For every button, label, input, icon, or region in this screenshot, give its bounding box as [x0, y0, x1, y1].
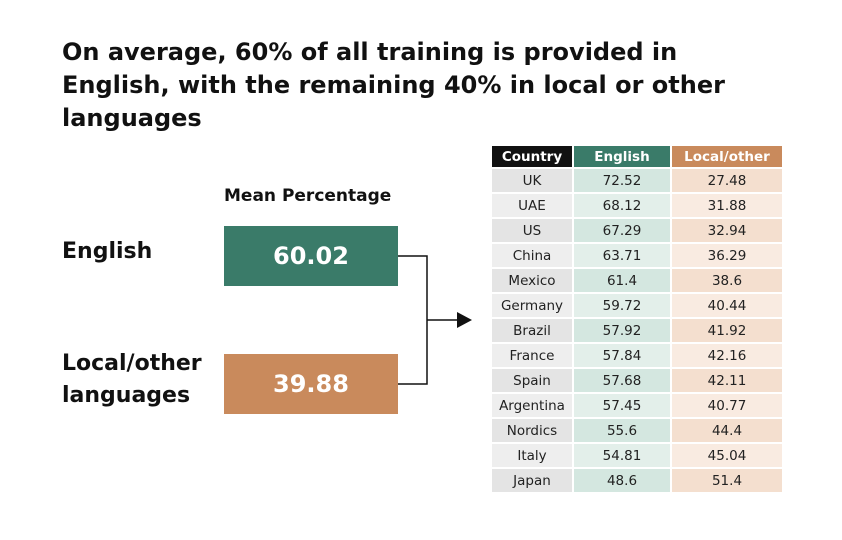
country: UAE — [492, 193, 574, 219]
table-value: 54.81 — [573, 443, 672, 469]
summary-value: 60.02 — [224, 226, 398, 286]
country: Japan — [492, 468, 574, 494]
table-row: China 63.71 36.29 — [492, 243, 784, 269]
table-value: 57.92 — [573, 318, 672, 344]
table-value: 68.12 — [573, 193, 672, 219]
summary-heading: Mean Percentage — [224, 186, 392, 206]
column-header: Country — [492, 146, 574, 169]
table-value: 51.4 — [671, 468, 784, 494]
table-value: 67.29 — [573, 218, 672, 244]
table-value: 48.6 — [573, 468, 672, 494]
country: Brazil — [492, 318, 574, 344]
country: Nordics — [492, 418, 574, 444]
table-value: 42.16 — [671, 343, 784, 369]
summary-value: 39.88 — [224, 354, 398, 414]
column-header: English — [573, 146, 672, 169]
table-row: Mexico 61.4 38.6 — [492, 268, 784, 294]
country: Italy — [492, 443, 574, 469]
table-value: 57.84 — [573, 343, 672, 369]
country: Spain — [492, 368, 574, 394]
summary-label: English — [62, 239, 153, 264]
table-value: 41.92 — [671, 318, 784, 344]
country: Argentina — [492, 393, 574, 419]
table-value: 27.48 — [671, 168, 784, 194]
table-row: Argentina 57.45 40.77 — [492, 393, 784, 419]
table-row: Japan 48.6 51.4 — [492, 468, 784, 494]
table-value: 63.71 — [573, 243, 672, 269]
summary-label: Local/other languages — [62, 351, 202, 408]
title: On average, 60% of all training is provi… — [62, 38, 725, 132]
country: Germany — [492, 293, 574, 319]
table-row: Italy 54.81 45.04 — [492, 443, 784, 469]
table-row: UAE 68.12 31.88 — [492, 193, 784, 219]
table-row: US 67.29 32.94 — [492, 218, 784, 244]
table-row: Brazil 57.92 41.92 — [492, 318, 784, 344]
table-value: 45.04 — [671, 443, 784, 469]
table-value: 61.4 — [573, 268, 672, 294]
table-value: 44.4 — [671, 418, 784, 444]
table: Country English Local/other UK 72.52 27.48 UA… — [492, 146, 784, 494]
table-value: 38.6 — [671, 268, 784, 294]
table-value: 57.68 — [573, 368, 672, 394]
table-row: Spain 57.68 42.11 — [492, 368, 784, 394]
table-value: 32.94 — [671, 218, 784, 244]
table-row: France 57.84 42.16 — [492, 343, 784, 369]
country: Mexico — [492, 268, 574, 294]
country: China — [492, 243, 574, 269]
table-value: 40.77 — [671, 393, 784, 419]
country: France — [492, 343, 574, 369]
table-value: 59.72 — [573, 293, 672, 319]
table-value: 55.6 — [573, 418, 672, 444]
country: US — [492, 218, 574, 244]
table-row: Nordics 55.6 44.4 — [492, 418, 784, 444]
table-value: 36.29 — [671, 243, 784, 269]
table-row: UK 72.52 27.48 — [492, 168, 784, 194]
table-value: 57.45 — [573, 393, 672, 419]
table-row: Germany 59.72 40.44 — [492, 293, 784, 319]
country: UK — [492, 168, 574, 194]
table-value: 40.44 — [671, 293, 784, 319]
table-value: 42.11 — [671, 368, 784, 394]
table-value: 31.88 — [671, 193, 784, 219]
table-value: 72.52 — [573, 168, 672, 194]
column-header: Local/other — [671, 146, 784, 169]
